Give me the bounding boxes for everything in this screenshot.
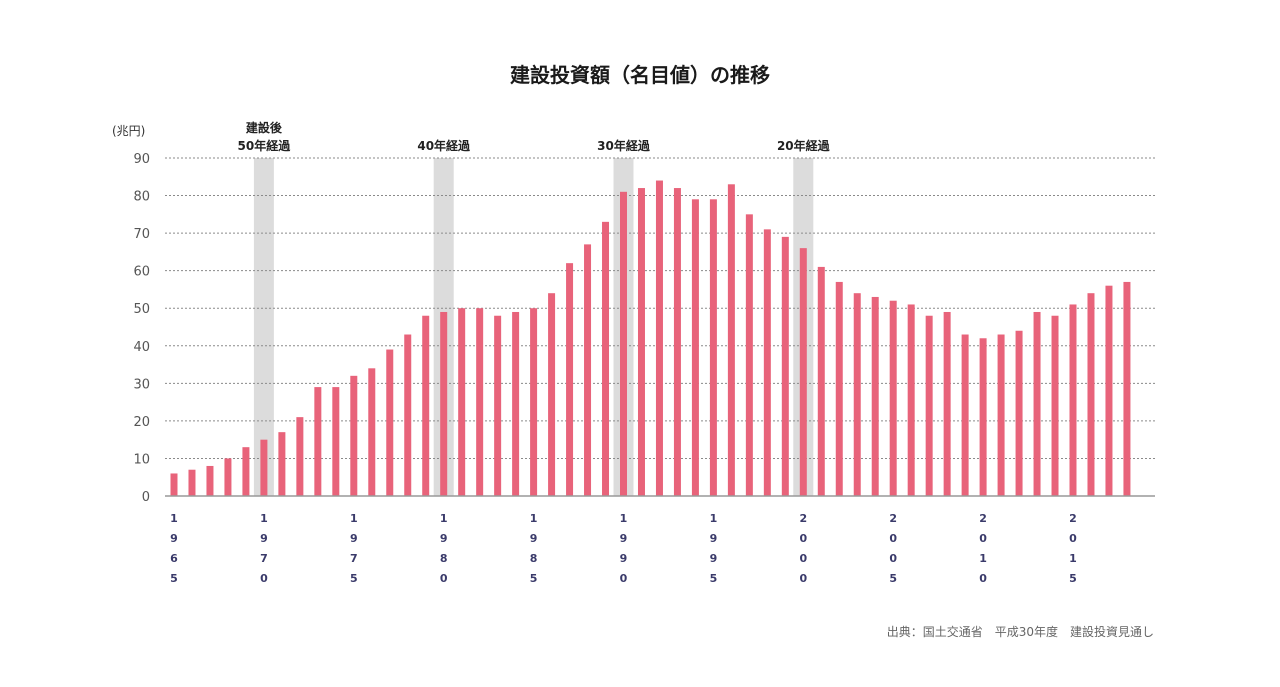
y-tick-labels: 0 10 20 30 40 50 60 70 80 90 bbox=[133, 152, 150, 505]
bar-1998 bbox=[763, 229, 771, 496]
bar-2014 bbox=[1051, 315, 1059, 496]
bar-2012 bbox=[1015, 330, 1023, 496]
bar-2010 bbox=[979, 338, 987, 496]
bar-1983 bbox=[494, 315, 502, 496]
bar-2006 bbox=[907, 304, 915, 496]
bar-2000 bbox=[799, 248, 807, 496]
bar-1972 bbox=[296, 417, 304, 496]
bar-1965 bbox=[170, 473, 178, 496]
bar-1975 bbox=[350, 375, 358, 496]
bar-2005 bbox=[889, 300, 897, 496]
y-tick-20: 20 bbox=[133, 415, 150, 430]
y-tick-40: 40 bbox=[133, 340, 150, 355]
elapsed-annotations: 建設後 50年経過 40年経過 30年経過 20年経過 bbox=[238, 120, 831, 153]
bar-1974 bbox=[332, 387, 340, 496]
bar-1999 bbox=[781, 236, 789, 496]
bar-1970 bbox=[260, 439, 268, 496]
bar-2015 bbox=[1069, 304, 1077, 496]
y-tick-70: 70 bbox=[133, 227, 150, 242]
y-tick-30: 30 bbox=[133, 377, 150, 392]
bars bbox=[170, 180, 1131, 497]
bar-1980 bbox=[440, 311, 448, 496]
bar-2009 bbox=[961, 334, 969, 496]
y-tick-0: 0 bbox=[142, 490, 150, 505]
bar-1973 bbox=[314, 387, 322, 496]
y-tick-80: 80 bbox=[133, 190, 150, 205]
gridlines bbox=[165, 157, 1155, 459]
bar-2013 bbox=[1033, 311, 1041, 496]
bar-1995 bbox=[709, 199, 717, 497]
bar-1990 bbox=[620, 191, 627, 497]
bar-2017 bbox=[1105, 285, 1113, 496]
bar-1991 bbox=[637, 188, 645, 497]
bar-1996 bbox=[727, 184, 735, 497]
bar-1997 bbox=[745, 214, 753, 497]
bar-1986 bbox=[548, 293, 556, 496]
bar-2008 bbox=[943, 311, 951, 496]
annotation-1970: 建設後 50年経過 bbox=[238, 120, 292, 153]
y-tick-90: 90 bbox=[133, 152, 150, 167]
chart-title: 建設投資額（名目値）の推移 bbox=[510, 63, 770, 87]
bar-1988 bbox=[584, 244, 592, 496]
annotation-1990: 30年経過 bbox=[597, 138, 651, 153]
bar-2001 bbox=[817, 266, 825, 496]
bar-1966 bbox=[188, 469, 196, 496]
annotation-2000: 20年経過 bbox=[777, 138, 831, 153]
bar-2007 bbox=[925, 315, 933, 496]
bar-1978 bbox=[404, 334, 412, 496]
bar-1969 bbox=[242, 447, 250, 496]
band-1970 bbox=[253, 158, 274, 496]
y-tick-10: 10 bbox=[133, 452, 150, 467]
bar-1994 bbox=[691, 199, 699, 497]
y-tick-60: 60 bbox=[133, 265, 150, 280]
y-tick-50: 50 bbox=[133, 302, 150, 317]
x-tick-labels: 1 9 6 5 1 9 7 0 1 9 7 5 1 9 8 0 1 9 8 5 1 9 9 0 1 9 9 5 2 0 0 0 2 0 0 5 2 0 1 0… bbox=[170, 512, 1077, 585]
bar-2002 bbox=[835, 281, 843, 496]
bar-2018 bbox=[1123, 281, 1131, 496]
bar-2011 bbox=[997, 334, 1005, 496]
bar-1979 bbox=[422, 315, 430, 496]
bar-1985 bbox=[530, 308, 538, 496]
bar-1977 bbox=[386, 349, 394, 496]
annotation-1980: 40年経過 bbox=[417, 138, 471, 153]
bar-1981 bbox=[458, 308, 466, 496]
bar-1987 bbox=[566, 263, 574, 496]
bar-1971 bbox=[278, 432, 286, 496]
y-axis-unit: (兆円) bbox=[112, 124, 145, 138]
bar-1989 bbox=[602, 221, 610, 496]
bar-1982 bbox=[476, 308, 484, 496]
bar-1976 bbox=[368, 368, 376, 496]
bar-1968 bbox=[224, 458, 232, 496]
source-note: 出典：国土交通省 平成30年度 建設投資見通し bbox=[887, 624, 1154, 639]
bar-1993 bbox=[673, 188, 681, 497]
bar-2004 bbox=[871, 296, 879, 496]
bar-2016 bbox=[1087, 293, 1095, 496]
bar-1992 bbox=[655, 180, 663, 497]
bar-1984 bbox=[512, 311, 520, 496]
bar-2003 bbox=[853, 293, 861, 496]
bar-1967 bbox=[206, 465, 214, 496]
